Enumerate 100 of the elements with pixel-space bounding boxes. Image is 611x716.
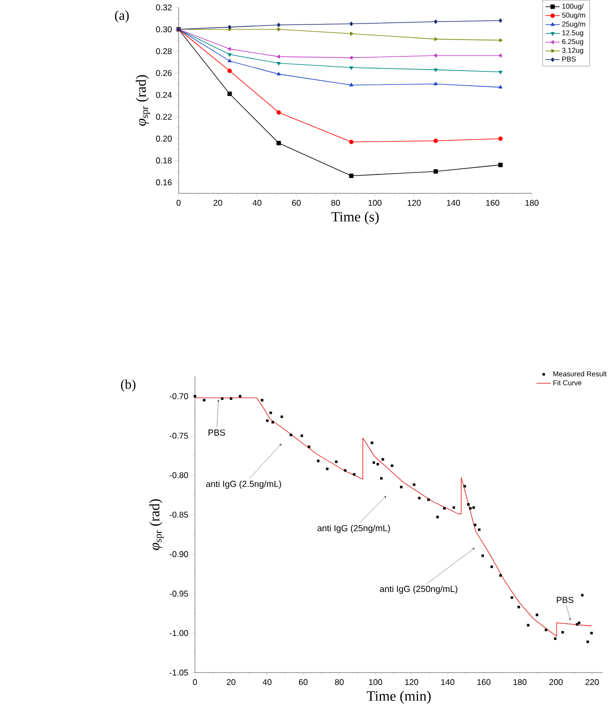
point <box>434 19 438 24</box>
point <box>376 462 380 466</box>
point <box>544 628 548 632</box>
point <box>498 70 502 74</box>
x-tick-label: 220 <box>586 679 599 686</box>
point <box>270 412 272 414</box>
point <box>434 82 438 86</box>
y-axis-title: φ$_{spr}$ (rad) <box>136 75 150 126</box>
point <box>230 397 232 400</box>
point <box>390 464 394 467</box>
point <box>581 594 584 596</box>
point <box>238 394 242 398</box>
annotation: PBS <box>208 429 226 436</box>
point <box>300 434 304 437</box>
x-axis-title: Time (min) <box>366 690 431 704</box>
x-tick-label: 60 <box>292 200 301 206</box>
x-tick-label: 20 <box>226 679 236 686</box>
point <box>228 68 232 74</box>
y-tick-label: -0.80 <box>170 472 188 478</box>
y-tick-label: -0.90 <box>170 551 188 558</box>
y-tick-label: 0.32 <box>156 4 172 10</box>
y-tick-label: -0.95 <box>170 590 188 597</box>
point <box>260 398 264 402</box>
point <box>467 503 470 506</box>
x-tick-label: 0 <box>193 679 198 686</box>
point <box>349 66 354 70</box>
point <box>272 421 274 424</box>
point <box>317 460 320 462</box>
point <box>350 32 354 36</box>
point <box>498 54 502 58</box>
point <box>472 506 475 509</box>
point <box>576 623 578 626</box>
y-tick-label: 0.26 <box>156 70 172 76</box>
point <box>344 469 346 472</box>
point <box>586 640 590 644</box>
point <box>474 524 476 526</box>
annotation: anti IgG (25ng/mL) <box>318 524 390 533</box>
annotation: anti IgG (250ng/mL) <box>380 586 458 594</box>
point <box>418 496 421 500</box>
y-tick-label: 0.16 <box>156 179 172 186</box>
point <box>372 461 376 464</box>
point <box>436 516 439 518</box>
x-tick-label: 180 <box>514 679 527 686</box>
point <box>308 446 310 448</box>
point <box>349 140 354 144</box>
x-tick-label: 40 <box>252 200 262 206</box>
x-tick-label: 160 <box>486 200 500 206</box>
x-tick-label: 120 <box>408 200 421 206</box>
point <box>335 460 338 464</box>
point <box>221 397 224 400</box>
y-tick-label: -0.75 <box>170 432 188 439</box>
x-tick-label: 20 <box>214 200 222 206</box>
point <box>276 54 280 59</box>
point <box>412 483 416 486</box>
y-tick-label: 0.18 <box>156 158 172 164</box>
point <box>434 169 438 174</box>
x-tick-label: 80 <box>331 200 340 206</box>
point <box>228 47 231 51</box>
x-tick-label: 0 <box>176 200 181 206</box>
x-axis-title: Time (s) <box>331 212 379 224</box>
point <box>434 68 438 72</box>
point <box>590 632 593 634</box>
x-tick-label: 140 <box>447 200 460 206</box>
point <box>518 606 520 608</box>
y-axis-title: φ$_{spr}$ (rad) <box>149 499 164 550</box>
y-tick-label: 0.28 <box>156 48 172 54</box>
x-tick-label: 100 <box>368 200 382 206</box>
point <box>370 442 374 444</box>
point <box>228 92 232 96</box>
point <box>443 507 446 510</box>
point <box>350 22 354 26</box>
point <box>277 22 280 28</box>
x-tick-label: 40 <box>262 679 272 686</box>
point <box>228 58 232 62</box>
point <box>349 56 353 60</box>
x-tick-label: 120 <box>405 679 418 686</box>
point <box>276 140 281 146</box>
point <box>266 419 269 422</box>
point <box>434 37 438 42</box>
point <box>554 637 557 640</box>
point <box>382 458 384 461</box>
y-tick-label: -1.00 <box>170 630 188 636</box>
point <box>526 624 530 626</box>
y-tick-label: 0.30 <box>156 26 172 32</box>
point <box>380 477 383 480</box>
point <box>578 622 580 624</box>
point <box>469 507 472 510</box>
point <box>452 506 456 509</box>
y-tick-label: -0.70 <box>170 393 188 400</box>
point <box>194 394 196 398</box>
annotation: PBS <box>556 596 574 604</box>
point <box>490 566 494 568</box>
point <box>277 27 281 32</box>
x-tick-label: 100 <box>369 679 382 686</box>
point <box>202 398 206 402</box>
point <box>499 574 502 577</box>
point <box>352 473 356 476</box>
chart-title: (a) <box>115 10 129 23</box>
y-tick-label: 0.22 <box>156 114 172 120</box>
point <box>434 54 438 58</box>
